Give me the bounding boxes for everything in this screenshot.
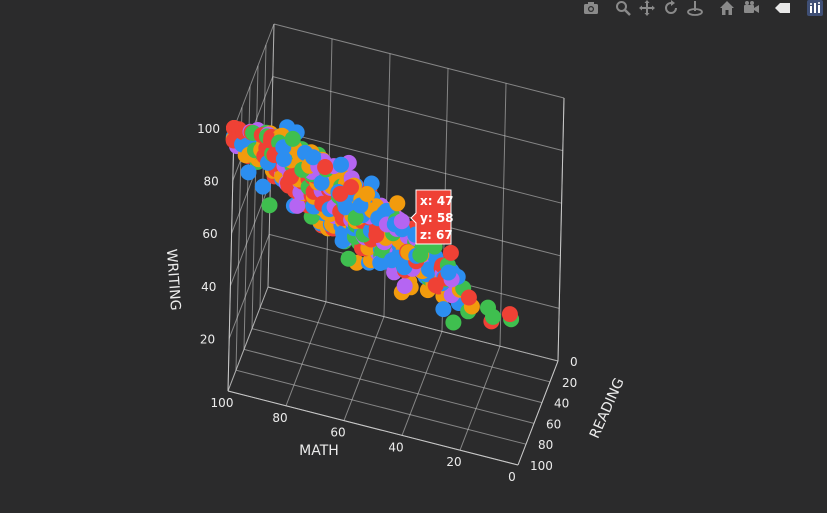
- floor-grid-math-60: [343, 316, 385, 421]
- orbit-rotation-icon[interactable]: [663, 0, 679, 16]
- data-point[interactable]: [240, 164, 257, 181]
- floor-grid-math-20: [459, 346, 501, 451]
- reading-tick-20: 20: [562, 376, 577, 390]
- data-point[interactable]: [332, 185, 349, 202]
- data-point[interactable]: [445, 314, 462, 331]
- floor-grid-math-80: [285, 301, 327, 406]
- grid-layer: [227, 23, 565, 466]
- data-point[interactable]: [460, 289, 477, 306]
- plotly-logo-icon[interactable]: [807, 0, 823, 16]
- data-point[interactable]: [284, 130, 301, 147]
- hover-y: y: 58: [420, 211, 454, 225]
- reading-tick-0: 0: [570, 355, 578, 369]
- data-point[interactable]: [396, 259, 413, 276]
- data-point[interactable]: [442, 244, 459, 261]
- home-icon[interactable]: [719, 0, 735, 16]
- edge-front-math: [227, 390, 519, 466]
- data-point[interactable]: [317, 159, 334, 175]
- wall-m-grid-writing-100: [233, 23, 275, 129]
- data-point[interactable]: [313, 174, 330, 191]
- wall-r-grid-math-60: [383, 53, 391, 317]
- data-point[interactable]: [485, 308, 501, 325]
- floor-grid-reading-40: [251, 328, 543, 404]
- reading-tick-40: 40: [554, 397, 569, 411]
- edge-front-reading: [517, 360, 559, 466]
- data-point[interactable]: [340, 250, 357, 267]
- wall-r-grid-math-20: [499, 83, 507, 347]
- reading-tick-60: 60: [546, 417, 561, 431]
- data-point[interactable]: [254, 178, 271, 195]
- floor-grid-math-40: [401, 331, 443, 436]
- data-point[interactable]: [275, 151, 292, 168]
- math-tick-60: 60: [330, 426, 345, 440]
- data-point[interactable]: [359, 186, 376, 202]
- math-tick-80: 80: [272, 411, 287, 425]
- data-points[interactable]: [225, 119, 520, 331]
- floor-grid-reading-60: [243, 348, 535, 424]
- wall-m-grid-writing-20: [228, 234, 270, 339]
- math-tick-40: 40: [388, 440, 403, 454]
- wall-r-grid-writing-0: [267, 286, 559, 362]
- wall-r-grid-writing-80: [272, 76, 563, 152]
- reading-tick-100: 100: [530, 459, 553, 473]
- data-point[interactable]: [289, 197, 306, 214]
- y-axis-title: READING: [587, 376, 628, 441]
- data-point[interactable]: [337, 199, 354, 216]
- data-point[interactable]: [393, 213, 410, 230]
- writing-tick-100: 100: [197, 122, 220, 136]
- hover-x: x: 47: [420, 194, 453, 208]
- math-tick-100: 100: [211, 396, 234, 410]
- turntable-rotation-icon[interactable]: [687, 0, 703, 16]
- writing-tick-40: 40: [201, 280, 216, 294]
- floor-grid-reading-20: [259, 307, 551, 383]
- zoom-icon[interactable]: [615, 0, 631, 16]
- data-point[interactable]: [347, 209, 364, 226]
- hover-tooltip: x: 47 y: 58 z: 67: [410, 189, 454, 245]
- writing-tick-60: 60: [202, 227, 217, 241]
- math-tick-0: 0: [508, 470, 516, 484]
- edge-right: [557, 97, 565, 362]
- data-point[interactable]: [501, 306, 518, 323]
- data-point[interactable]: [261, 197, 278, 214]
- data-point[interactable]: [421, 261, 437, 278]
- modebar: [579, 0, 827, 16]
- wall-m-grid-writing-40: [229, 181, 271, 286]
- data-point[interactable]: [396, 278, 413, 294]
- wall-m-grid-writing-0: [227, 286, 269, 392]
- edge-left: [227, 127, 235, 392]
- reading-tick-80: 80: [538, 438, 553, 452]
- data-point[interactable]: [412, 246, 429, 263]
- math-tick-20: 20: [446, 455, 461, 469]
- hover-z: z: 67: [420, 228, 453, 242]
- data-point[interactable]: [305, 149, 322, 166]
- data-point[interactable]: [389, 195, 406, 212]
- hover-tooltip-box: [410, 189, 452, 245]
- data-point[interactable]: [440, 264, 457, 281]
- wall-m-grid-reading-40: [251, 65, 259, 329]
- floor-grid-reading-80: [235, 369, 527, 445]
- z-axis-title: WRITING: [163, 248, 183, 311]
- wall-r-grid-writing-100: [273, 23, 565, 99]
- x-axis-title: MATH: [299, 443, 339, 459]
- data-point[interactable]: [435, 301, 452, 318]
- camera-view-icon[interactable]: [743, 0, 759, 16]
- tick-labels: 0 20 40 60 80 100 0 20 40 60 80 100 20 40 60 80 100: [197, 122, 578, 484]
- hover-toggle-icon[interactable]: [775, 0, 791, 16]
- camera-icon[interactable]: [583, 0, 599, 16]
- writing-tick-20: 20: [200, 332, 215, 346]
- wall-m-grid-reading-20: [259, 44, 267, 308]
- writing-tick-80: 80: [204, 175, 219, 189]
- data-point[interactable]: [333, 156, 349, 173]
- pan-icon[interactable]: [639, 0, 655, 16]
- wall-r-grid-writing-60: [271, 128, 562, 204]
